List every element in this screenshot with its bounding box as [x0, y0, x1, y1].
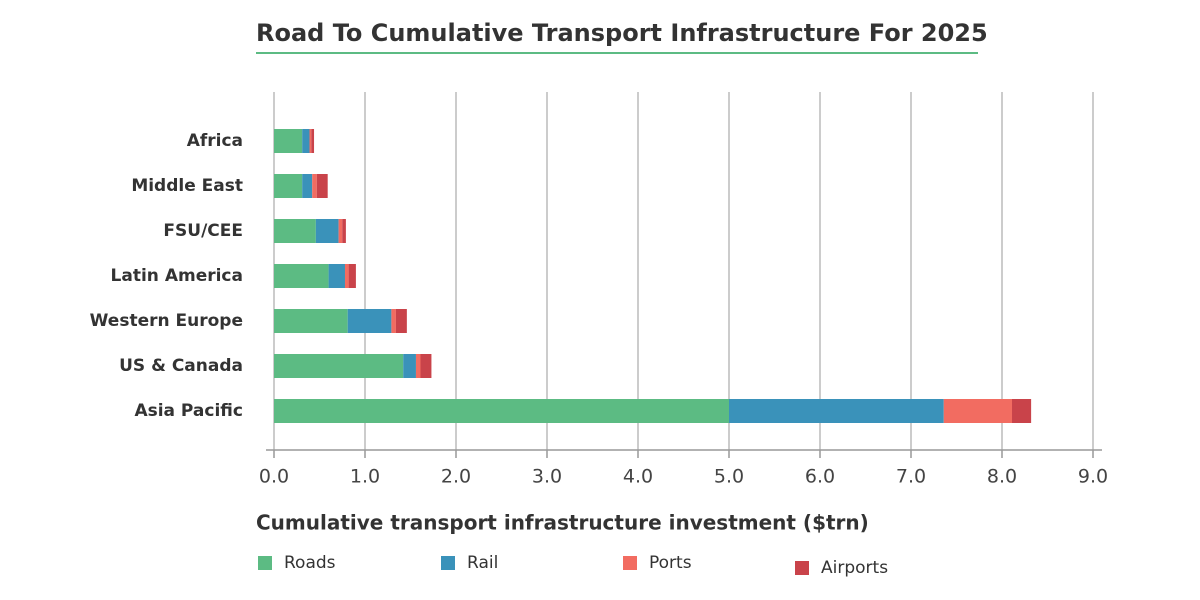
- bar-segment: [309, 129, 312, 153]
- bar-segment: [391, 309, 396, 333]
- legend-label: Roads: [284, 553, 336, 573]
- bar-segment: [274, 354, 404, 378]
- bar-segment: [344, 264, 349, 288]
- bar-segment: [274, 309, 348, 333]
- bar-segment: [316, 174, 328, 198]
- bar-segment: [274, 219, 316, 243]
- bar-segment: [395, 309, 407, 333]
- y-tick-label: Africa: [187, 131, 243, 151]
- legend-swatch: [441, 556, 455, 570]
- legend-swatch: [623, 556, 637, 570]
- bar-segment: [348, 264, 356, 288]
- bar-segment: [315, 219, 339, 243]
- bar-segment: [729, 399, 944, 423]
- legend-label: Ports: [649, 553, 692, 573]
- legend-swatch: [795, 561, 809, 575]
- legend-swatch: [258, 556, 272, 570]
- bar-segment: [403, 354, 416, 378]
- bar-segment: [420, 354, 432, 378]
- bar-segment: [274, 264, 329, 288]
- x-tick-label: 8.0: [987, 466, 1017, 488]
- bar-segment: [274, 174, 303, 198]
- bar-segment: [274, 399, 729, 423]
- bar-segment: [302, 174, 313, 198]
- bar-segment: [328, 264, 345, 288]
- y-tick-label: Middle East: [131, 176, 243, 196]
- x-tick-label: 2.0: [441, 466, 471, 488]
- x-tick-label: 1.0: [350, 466, 380, 488]
- bar-segment: [943, 399, 1013, 423]
- x-tick-label: 3.0: [532, 466, 562, 488]
- bar-segment: [1012, 399, 1032, 423]
- y-tick-label: Asia Pacific: [134, 401, 243, 421]
- bar-segment: [311, 129, 315, 153]
- bar-segment: [338, 219, 343, 243]
- legend-label: Airports: [821, 558, 888, 578]
- x-tick-label: 0.0: [259, 466, 289, 488]
- bar-segment: [415, 354, 421, 378]
- bar-segment: [342, 219, 346, 243]
- x-tick-label: 7.0: [896, 466, 926, 488]
- x-tick-label: 6.0: [805, 466, 835, 488]
- bar-segment: [302, 129, 310, 153]
- legend-label: Rail: [467, 553, 498, 573]
- y-tick-label: FSU/CEE: [163, 221, 243, 241]
- x-tick-label: 9.0: [1078, 466, 1108, 488]
- y-tick-label: Latin America: [111, 266, 243, 286]
- y-tick-label: Western Europe: [90, 311, 243, 331]
- y-tick-label: US & Canada: [119, 356, 243, 376]
- chart-title: Road To Cumulative Transport Infrastruct…: [256, 19, 988, 47]
- x-axis-title: Cumulative transport infrastructure inve…: [256, 511, 869, 535]
- bar-segment: [274, 129, 303, 153]
- bar-segment: [312, 174, 317, 198]
- bar-segment: [347, 309, 392, 333]
- x-tick-label: 4.0: [623, 466, 653, 488]
- x-tick-label: 5.0: [714, 466, 744, 488]
